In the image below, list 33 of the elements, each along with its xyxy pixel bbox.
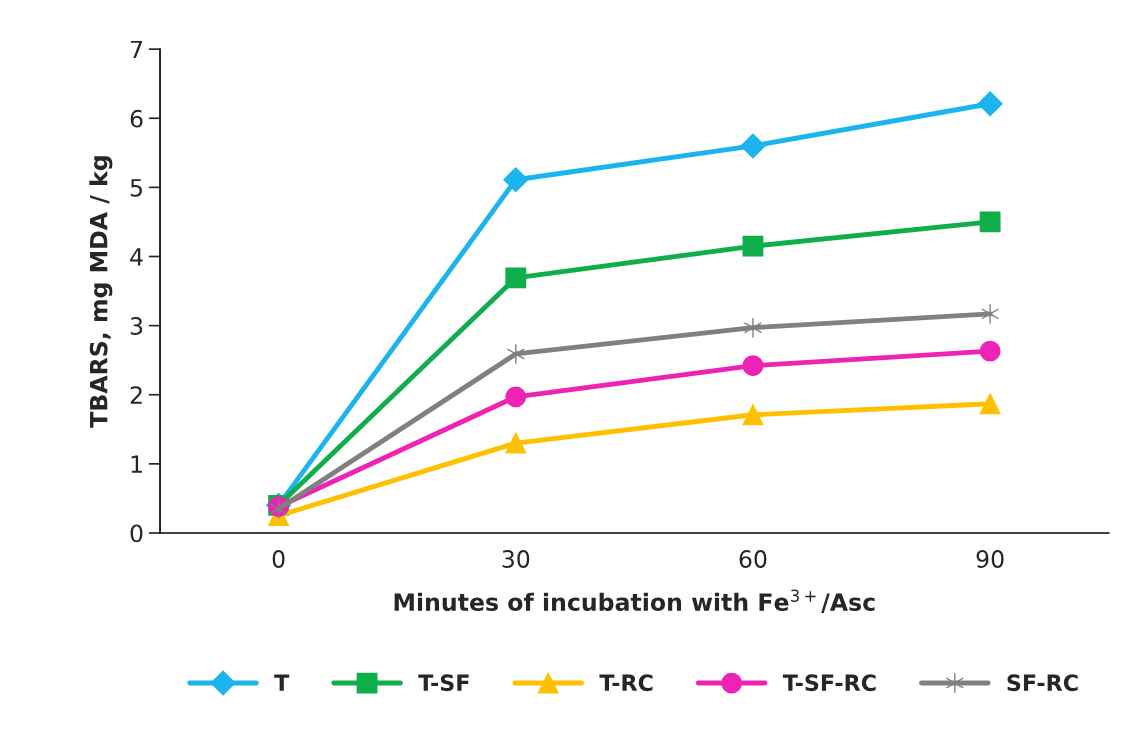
x-tick-label: 0 <box>272 550 285 568</box>
y-tick-label: 1 <box>131 455 142 473</box>
x-tick-label: 90 <box>976 550 1004 568</box>
point <box>981 303 1000 325</box>
point <box>743 317 763 339</box>
y-tick-label: 7 <box>130 40 143 59</box>
legend-label: T <box>274 674 290 691</box>
point <box>742 355 764 377</box>
point <box>505 432 527 454</box>
y-axis-title: TBARS, mg MDA / kg <box>89 156 113 428</box>
point <box>979 393 1001 415</box>
x-tick-label: 30 <box>502 550 530 568</box>
y-tick-label: 2 <box>130 386 142 404</box>
point <box>742 404 764 426</box>
point <box>505 386 527 408</box>
point <box>979 211 1001 233</box>
legend-label: T-RC <box>599 674 653 692</box>
legend-label: SF-RC <box>1007 674 1078 692</box>
point <box>977 91 1003 117</box>
point <box>503 167 529 193</box>
x-axis-title: Minutes of incubation with Fe$^{3+}$/Asc <box>394 589 875 613</box>
y-tick-label: 3 <box>130 317 143 335</box>
x-tick-label: 60 <box>739 550 767 568</box>
y-tick-label: 6 <box>130 109 143 128</box>
point <box>505 267 527 289</box>
point <box>979 340 1001 362</box>
point <box>742 235 764 257</box>
y-tick-label: 0 <box>130 524 143 543</box>
legend-label: T-SF <box>418 674 469 692</box>
point <box>740 133 766 159</box>
y-tick-label: 5 <box>130 179 142 197</box>
legend-label: T-SF-RC <box>782 674 876 692</box>
y-tick-label: 4 <box>130 248 143 266</box>
